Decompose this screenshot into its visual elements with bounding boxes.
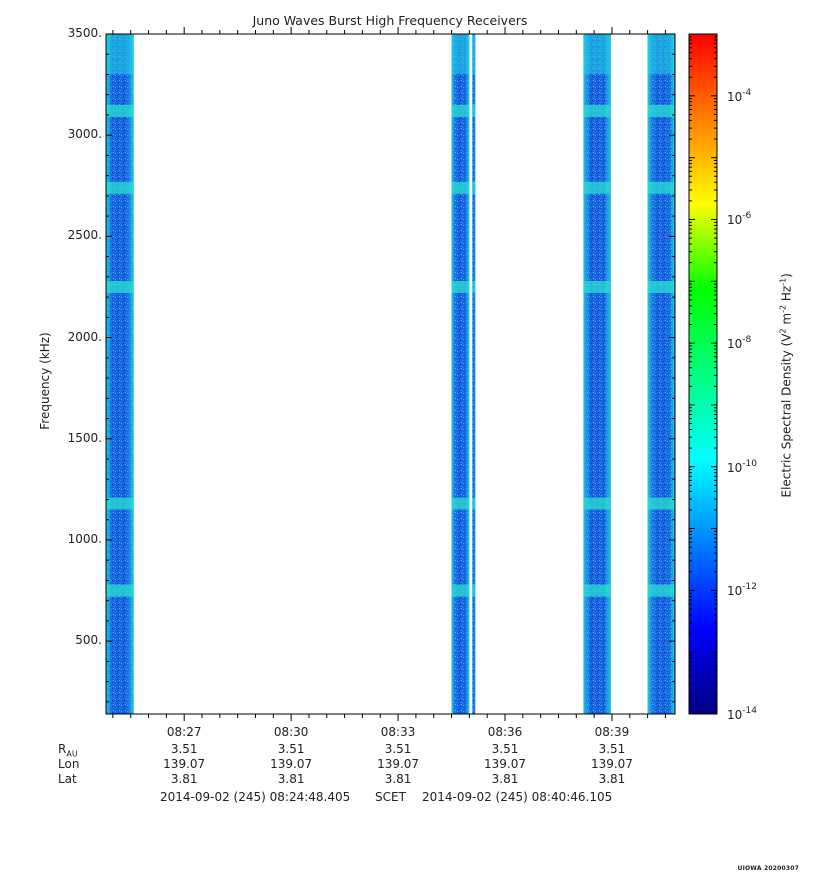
data-strip	[647, 34, 675, 714]
ephem-value-r: 3.51	[277, 742, 305, 756]
footer-frame: SCET	[375, 790, 406, 804]
data-strip	[451, 34, 470, 714]
emission-band	[583, 104, 611, 117]
emission-band	[105, 584, 134, 597]
ephem-value-lat: 3.81	[170, 772, 198, 786]
colorbar	[688, 33, 718, 715]
emission-band	[583, 181, 611, 194]
ephem-value-lat: 3.81	[491, 772, 519, 786]
ephem-value-r: 3.51	[384, 742, 412, 756]
emission-band	[105, 497, 134, 510]
y-tick-label: 3000.	[67, 127, 102, 142]
ephem-value-lon: 139.07	[590, 757, 633, 771]
ephem-value-lon: 139.07	[377, 757, 420, 771]
ephem-value-lon: 139.07	[484, 757, 527, 771]
emission-band	[472, 497, 476, 510]
y-tick-label: 2000.	[67, 329, 102, 344]
x-tick-label: 08:33	[380, 725, 416, 739]
colorbar-label: Electric Spectral Density (V2 m-2 Hz-1)	[778, 273, 794, 498]
y-tick-label: 2500.	[67, 228, 102, 243]
emission-band	[647, 584, 675, 597]
colorbar-tick-label: 10-8	[727, 335, 752, 352]
colorbar-gradient	[688, 33, 718, 715]
emission-band	[451, 181, 470, 194]
x-tick-label: 08:27	[166, 725, 202, 739]
colorbar-tick-label: 10-14	[727, 706, 757, 722]
ephem-value-r: 3.51	[491, 742, 519, 756]
colorbar-tick-label: 10-4	[727, 87, 752, 104]
colorbar-tick-label: 10-10	[727, 458, 757, 475]
data-strip	[583, 34, 611, 714]
chart-title: Juno Waves Burst High Frequency Receiver…	[252, 13, 528, 28]
emission-band	[105, 280, 134, 293]
y-tick-label: 3500.	[67, 26, 102, 40]
ephem-value-lon: 139.07	[163, 757, 206, 771]
emission-band	[451, 497, 470, 510]
y-axis-label: Frequency (kHz)	[38, 332, 52, 430]
x-tick-label: 08:36	[487, 725, 523, 739]
emission-band	[451, 280, 470, 293]
emission-band	[647, 104, 675, 117]
emission-band	[647, 181, 675, 194]
emission-band	[472, 104, 476, 117]
footer-start-time: 2014-09-02 (245) 08:24:48.405	[160, 790, 351, 804]
data-strips	[105, 34, 675, 714]
x-tick-label: 08:39	[594, 725, 630, 739]
data-strip	[472, 34, 476, 714]
emission-band	[472, 584, 476, 597]
ephem-value-r: 3.51	[170, 742, 198, 756]
plot-frame	[105, 33, 676, 715]
data-strip	[105, 34, 134, 714]
emission-band	[105, 104, 134, 117]
emission-band	[647, 280, 675, 293]
colorbar-tick-label: 10-6	[727, 211, 752, 228]
emission-band	[647, 497, 675, 510]
ephem-value-lon: 139.07	[270, 757, 313, 771]
emission-band	[472, 280, 476, 293]
ephem-label-r: RAU	[58, 742, 78, 759]
emission-band	[451, 584, 470, 597]
uiowa-stamp: UIOWA 20200307	[737, 865, 799, 872]
emission-band	[583, 280, 611, 293]
axes	[105, 27, 676, 721]
y-tick-label: 500.	[75, 633, 102, 648]
ephem-label-lat: Lat	[58, 772, 77, 786]
ephem-label-lon: Lon	[58, 757, 80, 771]
y-tick-label: 1000.	[67, 531, 102, 546]
ephem-value-lat: 3.81	[384, 772, 412, 786]
emission-band	[472, 181, 476, 194]
emission-band	[583, 584, 611, 597]
ephem-value-lat: 3.81	[598, 772, 626, 786]
colorbar-tick-label: 10-12	[727, 582, 757, 599]
ephem-value-r: 3.51	[598, 742, 626, 756]
ephem-value-lat: 3.81	[277, 772, 305, 786]
emission-band	[583, 497, 611, 510]
x-tick-label: 08:30	[273, 725, 309, 739]
emission-band	[105, 181, 134, 194]
footer-end-time: 2014-09-02 (245) 08:40:46.105	[422, 790, 613, 804]
emission-band	[451, 104, 470, 117]
y-tick-label: 1500.	[67, 430, 102, 445]
